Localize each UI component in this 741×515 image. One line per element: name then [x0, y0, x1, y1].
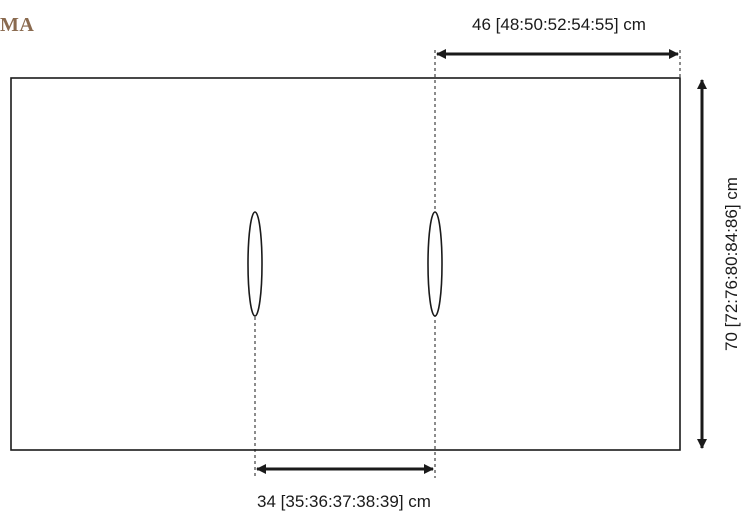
diagram-title: MA [0, 14, 35, 36]
panel-outline [10, 77, 681, 451]
slit-right [427, 211, 443, 317]
top-width-label: 46 [48:50:52:54:55] cm [472, 15, 646, 34]
slit-left [247, 211, 263, 317]
height-label: 70 [72:76:80:84:86] cm [722, 177, 741, 351]
bottom-width-label: 34 [35:36:37:38:39] cm [257, 492, 431, 511]
